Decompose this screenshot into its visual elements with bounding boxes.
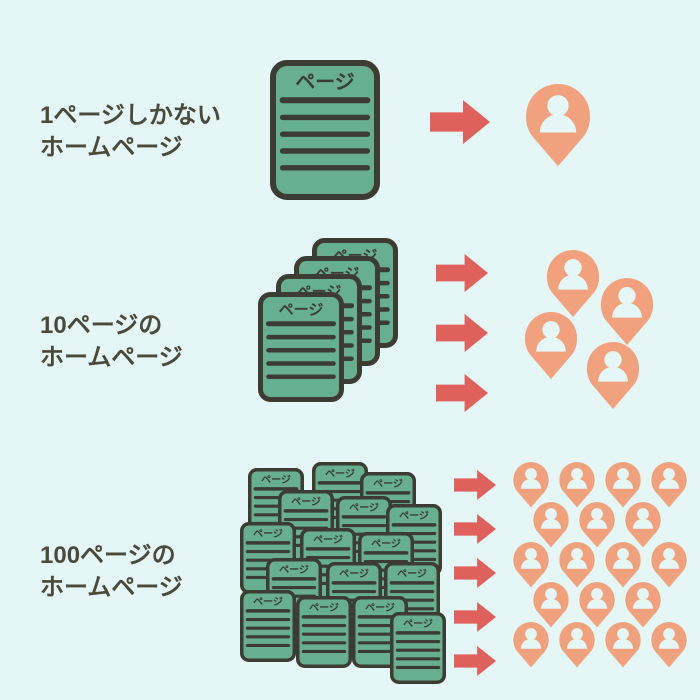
arrow-right-icon bbox=[454, 470, 496, 500]
svg-text:ページ: ページ bbox=[339, 568, 369, 580]
row-label: 100ページの ホームページ bbox=[40, 540, 183, 605]
svg-text:ページ: ページ bbox=[253, 596, 283, 608]
page-icon: ページ bbox=[240, 590, 296, 667]
svg-text:ページ: ページ bbox=[349, 502, 379, 514]
arrow-right-icon bbox=[436, 314, 488, 352]
page-icon: ページ bbox=[258, 292, 344, 407]
person-icon bbox=[520, 312, 582, 386]
person-icon bbox=[602, 622, 644, 674]
arrow-column bbox=[454, 470, 496, 676]
svg-text:ページ: ページ bbox=[403, 618, 433, 630]
row-label: 1ページしかない ホームページ bbox=[40, 100, 221, 165]
person-icon bbox=[582, 342, 644, 416]
page-icon: ページ bbox=[296, 596, 352, 673]
svg-text:ページ: ページ bbox=[313, 534, 343, 546]
arrow-right-icon bbox=[436, 254, 488, 292]
arrow-right-icon bbox=[430, 100, 490, 144]
arrow-right-icon bbox=[454, 646, 496, 676]
svg-text:ページ: ページ bbox=[279, 564, 309, 576]
arrow-right-icon bbox=[454, 514, 496, 544]
page-icon: ページ bbox=[390, 612, 446, 689]
svg-text:ページ: ページ bbox=[325, 468, 355, 480]
svg-text:ページ: ページ bbox=[399, 510, 429, 522]
person-icon bbox=[556, 622, 598, 674]
person-icon bbox=[648, 622, 690, 674]
svg-text:ページ: ページ bbox=[253, 528, 283, 540]
svg-text:ページ: ページ bbox=[295, 72, 355, 94]
svg-text:ページ: ページ bbox=[261, 474, 291, 486]
arrow-column bbox=[436, 254, 488, 412]
person-icon bbox=[510, 622, 552, 674]
arrow-right-icon bbox=[454, 602, 496, 632]
svg-text:ページ: ページ bbox=[309, 602, 339, 614]
svg-text:ページ: ページ bbox=[371, 538, 401, 550]
svg-text:ページ: ページ bbox=[397, 568, 427, 580]
infographic-root: 1ページしかない ホームページ ページ 10ページの ホームページ ページ ペー… bbox=[0, 0, 700, 700]
arrow-right-icon bbox=[454, 558, 496, 588]
arrow-column bbox=[430, 100, 490, 144]
page-icon: ページ bbox=[270, 60, 380, 205]
arrow-right-icon bbox=[436, 374, 488, 412]
svg-text:ページ: ページ bbox=[373, 478, 403, 490]
svg-text:ページ: ページ bbox=[279, 301, 324, 318]
person-icon bbox=[520, 84, 596, 174]
row-label: 10ページの ホームページ bbox=[40, 310, 183, 375]
svg-text:ページ: ページ bbox=[291, 496, 321, 508]
